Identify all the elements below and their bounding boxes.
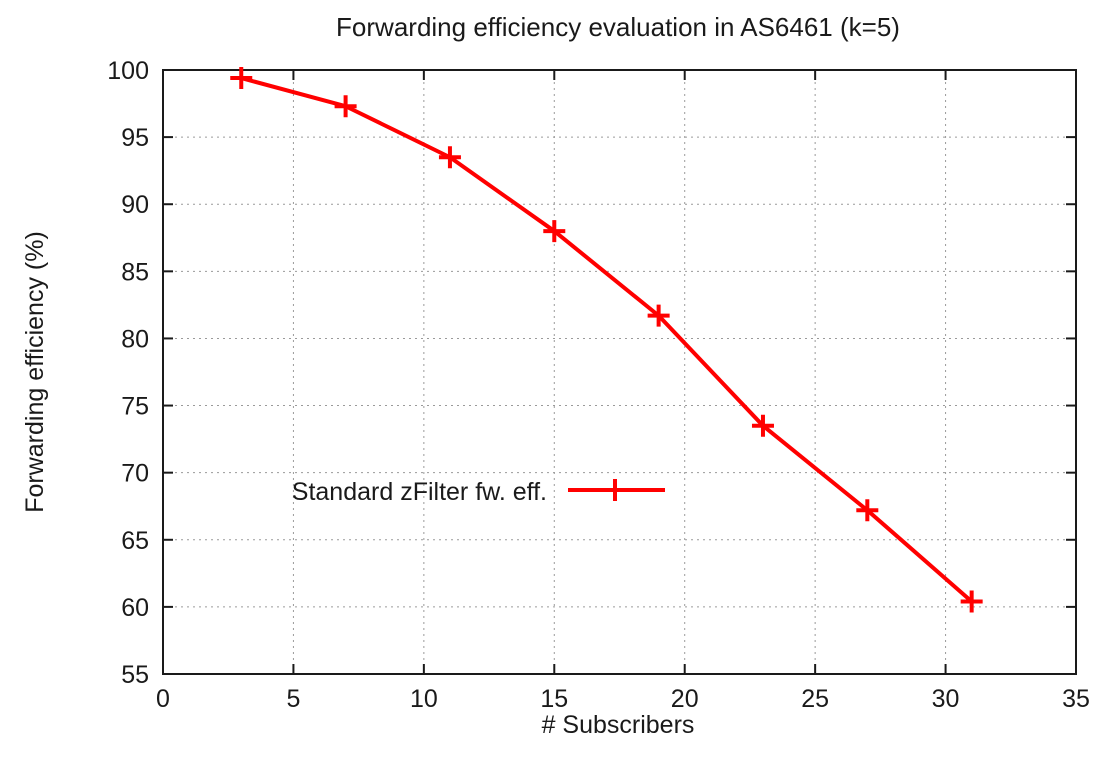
- x-tick-label: 20: [671, 685, 699, 713]
- data-point: [230, 67, 253, 90]
- y-tick-label: 100: [107, 57, 149, 85]
- y-tick-label: 60: [121, 594, 149, 622]
- x-tick-label: 5: [286, 685, 300, 713]
- x-tick-label: 15: [540, 685, 568, 713]
- data-point: [751, 414, 774, 437]
- x-tick-label: 25: [801, 685, 829, 713]
- data-point: [856, 499, 879, 522]
- plot-frame: [162, 69, 1077, 675]
- legend: Standard zFilter fw. eff.: [292, 478, 665, 506]
- x-axis-label: # Subscribers: [542, 711, 695, 739]
- data-point: [647, 304, 670, 327]
- x-tick-label: 35: [1062, 685, 1090, 713]
- grid: [163, 70, 1076, 674]
- x-tick-label: 0: [156, 685, 170, 713]
- y-tick-label: 75: [121, 393, 149, 421]
- series-group: [230, 67, 983, 613]
- legend-label: Standard zFilter fw. eff.: [292, 478, 547, 506]
- y-axis-label: Forwarding efficiency (%): [21, 231, 49, 513]
- series-line: [240, 76, 973, 604]
- y-tick-label: 90: [121, 191, 149, 219]
- x-tick-label: 30: [932, 685, 960, 713]
- axis-ticks: 0 5 10 15 20 25 30 35 55 60 65 70 75 80 85 90 95 100: [107, 57, 1090, 713]
- y-tick-label: 95: [121, 124, 149, 152]
- legend-marker: [604, 479, 626, 501]
- y-tick-label: 65: [121, 527, 149, 555]
- data-point: [334, 95, 357, 118]
- y-tick-label: 85: [121, 258, 149, 286]
- y-tick-label: 70: [121, 460, 149, 488]
- y-tick-label: 80: [121, 325, 149, 353]
- x-tick-label: 10: [410, 685, 438, 713]
- data-point: [438, 146, 461, 169]
- data-point: [543, 220, 566, 243]
- y-tick-label: 55: [121, 661, 149, 689]
- chart-title: Forwarding efficiency evaluation in AS64…: [336, 12, 900, 42]
- data-point: [960, 590, 983, 613]
